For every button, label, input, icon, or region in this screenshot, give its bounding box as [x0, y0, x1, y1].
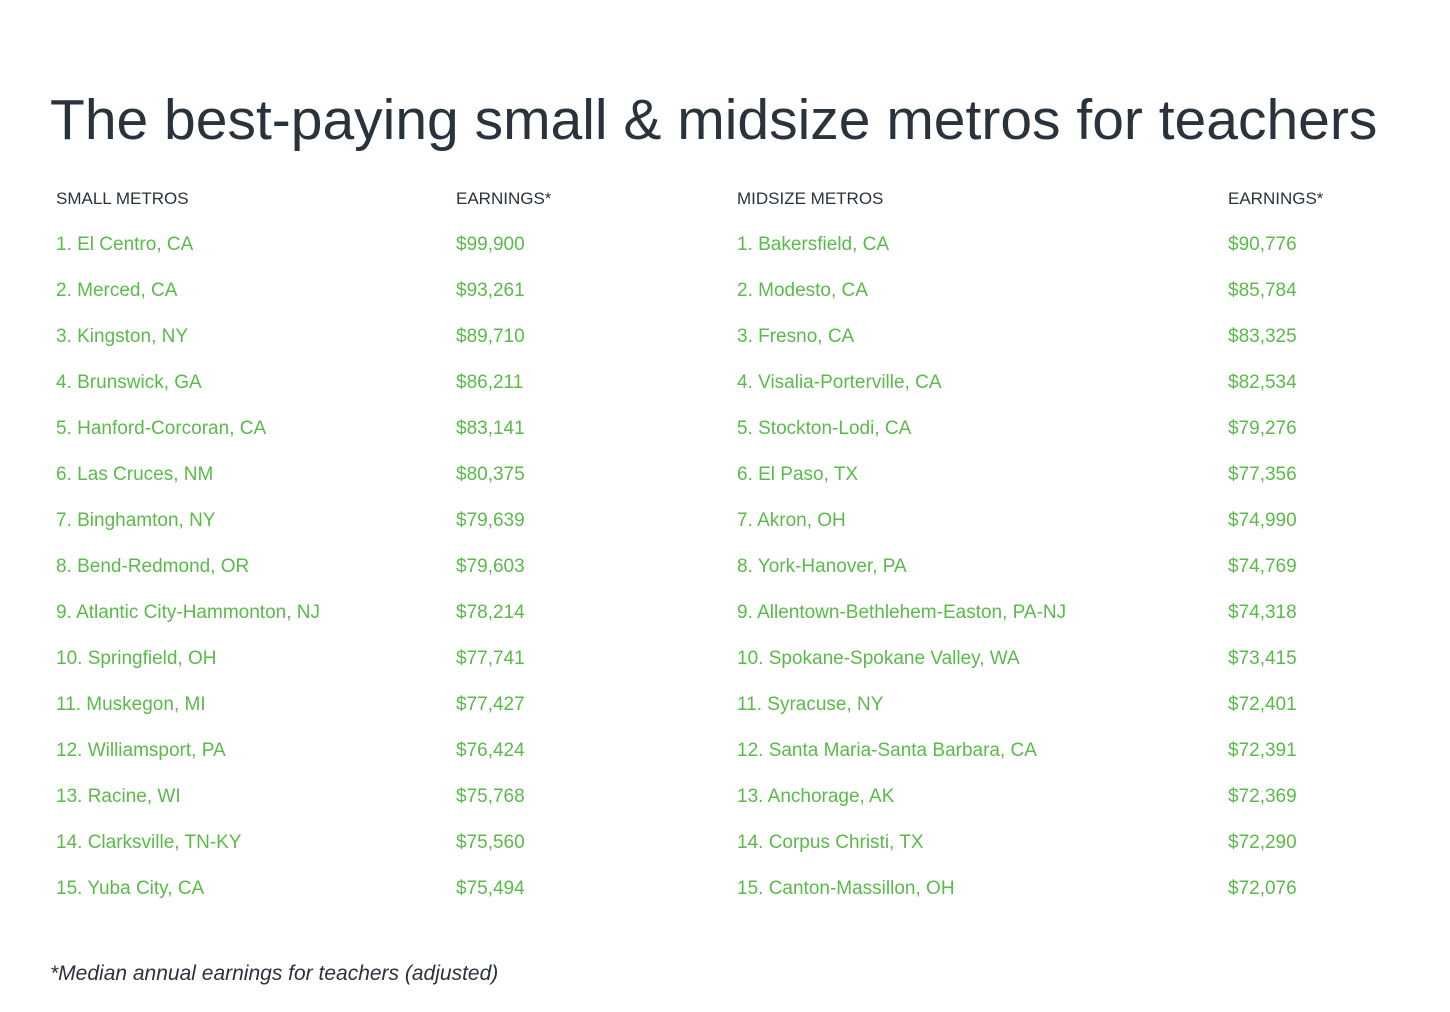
metro-cell: 11. Muskegon, MI [56, 694, 206, 715]
earnings-cell: $79,276 [1228, 418, 1297, 439]
earnings-cell: $72,369 [1228, 786, 1297, 807]
earnings-cell: $99,900 [456, 234, 525, 255]
metro-cell: 1. El Centro, CA [56, 234, 194, 255]
earnings-cell: $72,076 [1228, 878, 1297, 899]
metro-cell: 11. Syracuse, NY [737, 694, 884, 715]
earnings-cell: $77,356 [1228, 464, 1297, 485]
metro-cell: 12. Santa Maria-Santa Barbara, CA [737, 740, 1037, 761]
earnings-cell: $75,560 [456, 832, 525, 853]
earnings-cell: $79,603 [456, 556, 525, 577]
metro-cell: 15. Canton-Massillon, OH [737, 878, 955, 899]
metro-cell: 2. Merced, CA [56, 280, 178, 301]
metro-cell: 14. Clarksville, TN-KY [56, 832, 242, 853]
earnings-cell: $85,784 [1228, 280, 1297, 301]
earnings-cell: $73,415 [1228, 648, 1297, 669]
metro-cell: 12. Williamsport, PA [56, 740, 226, 761]
page-title: The best-paying small & midsize metros f… [50, 88, 1378, 153]
earnings-cell: $77,741 [456, 648, 525, 669]
earnings-cell: $83,325 [1228, 326, 1297, 347]
column-header-midsize-metros: MIDSIZE METROS [737, 189, 884, 208]
metro-cell: 10. Springfield, OH [56, 648, 217, 669]
earnings-cell: $72,401 [1228, 694, 1297, 715]
earnings-cell: $80,375 [456, 464, 525, 485]
footnote: *Median annual earnings for teachers (ad… [50, 962, 499, 985]
earnings-cell: $72,290 [1228, 832, 1297, 853]
metro-cell: 3. Fresno, CA [737, 326, 855, 347]
earnings-cell: $90,776 [1228, 234, 1297, 255]
metro-cell: 1. Bakersfield, CA [737, 234, 890, 255]
earnings-cell: $75,494 [456, 878, 525, 899]
metro-cell: 7. Akron, OH [737, 510, 846, 531]
metro-earnings-table: SMALL METROS EARNINGS* MIDSIZE METROS EA… [56, 189, 1448, 925]
earnings-cell: $76,424 [456, 740, 525, 761]
metro-cell: 4. Brunswick, GA [56, 372, 202, 393]
metro-cell: 5. Stockton-Lodi, CA [737, 418, 912, 439]
metro-cell: 13. Racine, WI [56, 786, 181, 807]
earnings-cell: $74,318 [1228, 602, 1297, 623]
metro-cell: 8. Bend-Redmond, OR [56, 556, 250, 577]
earnings-cell: $83,141 [456, 418, 525, 439]
earnings-cell: $89,710 [456, 326, 525, 347]
metro-cell: 13. Anchorage, AK [737, 786, 895, 807]
earnings-cell: $86,211 [456, 372, 524, 393]
earnings-cell: $74,769 [1228, 556, 1297, 577]
earnings-cell: $72,391 [1228, 740, 1297, 761]
earnings-cell: $75,768 [456, 786, 525, 807]
metro-cell: 4. Visalia-Porterville, CA [737, 372, 942, 393]
earnings-cell: $79,639 [456, 510, 525, 531]
metro-cell: 9. Allentown-Bethlehem-Easton, PA-NJ [737, 602, 1067, 623]
metro-cell: 3. Kingston, NY [56, 326, 189, 347]
metro-cell: 6. Las Cruces, NM [56, 464, 214, 485]
metro-cell: 8. York-Hanover, PA [737, 556, 907, 577]
earnings-cell: $74,990 [1228, 510, 1297, 531]
earnings-cell: $77,427 [456, 694, 525, 715]
column-header-small-earnings: EARNINGS* [456, 189, 552, 208]
metro-cell: 7. Binghamton, NY [56, 510, 216, 531]
metro-cell: 6. El Paso, TX [737, 464, 859, 485]
metro-cell: 14. Corpus Christi, TX [737, 832, 924, 853]
metro-cell: 2. Modesto, CA [737, 280, 868, 301]
column-header-midsize-earnings: EARNINGS* [1228, 189, 1324, 208]
metro-cell: 5. Hanford-Corcoran, CA [56, 418, 267, 439]
column-header-small-metros: SMALL METROS [56, 189, 189, 208]
metro-cell: 15. Yuba City, CA [56, 878, 205, 899]
metro-cell: 10. Spokane-Spokane Valley, WA [737, 648, 1020, 669]
earnings-cell: $82,534 [1228, 372, 1297, 393]
earnings-cell: $93,261 [456, 280, 525, 301]
metro-cell: 9. Atlantic City-Hammonton, NJ [56, 602, 320, 623]
earnings-cell: $78,214 [456, 602, 525, 623]
